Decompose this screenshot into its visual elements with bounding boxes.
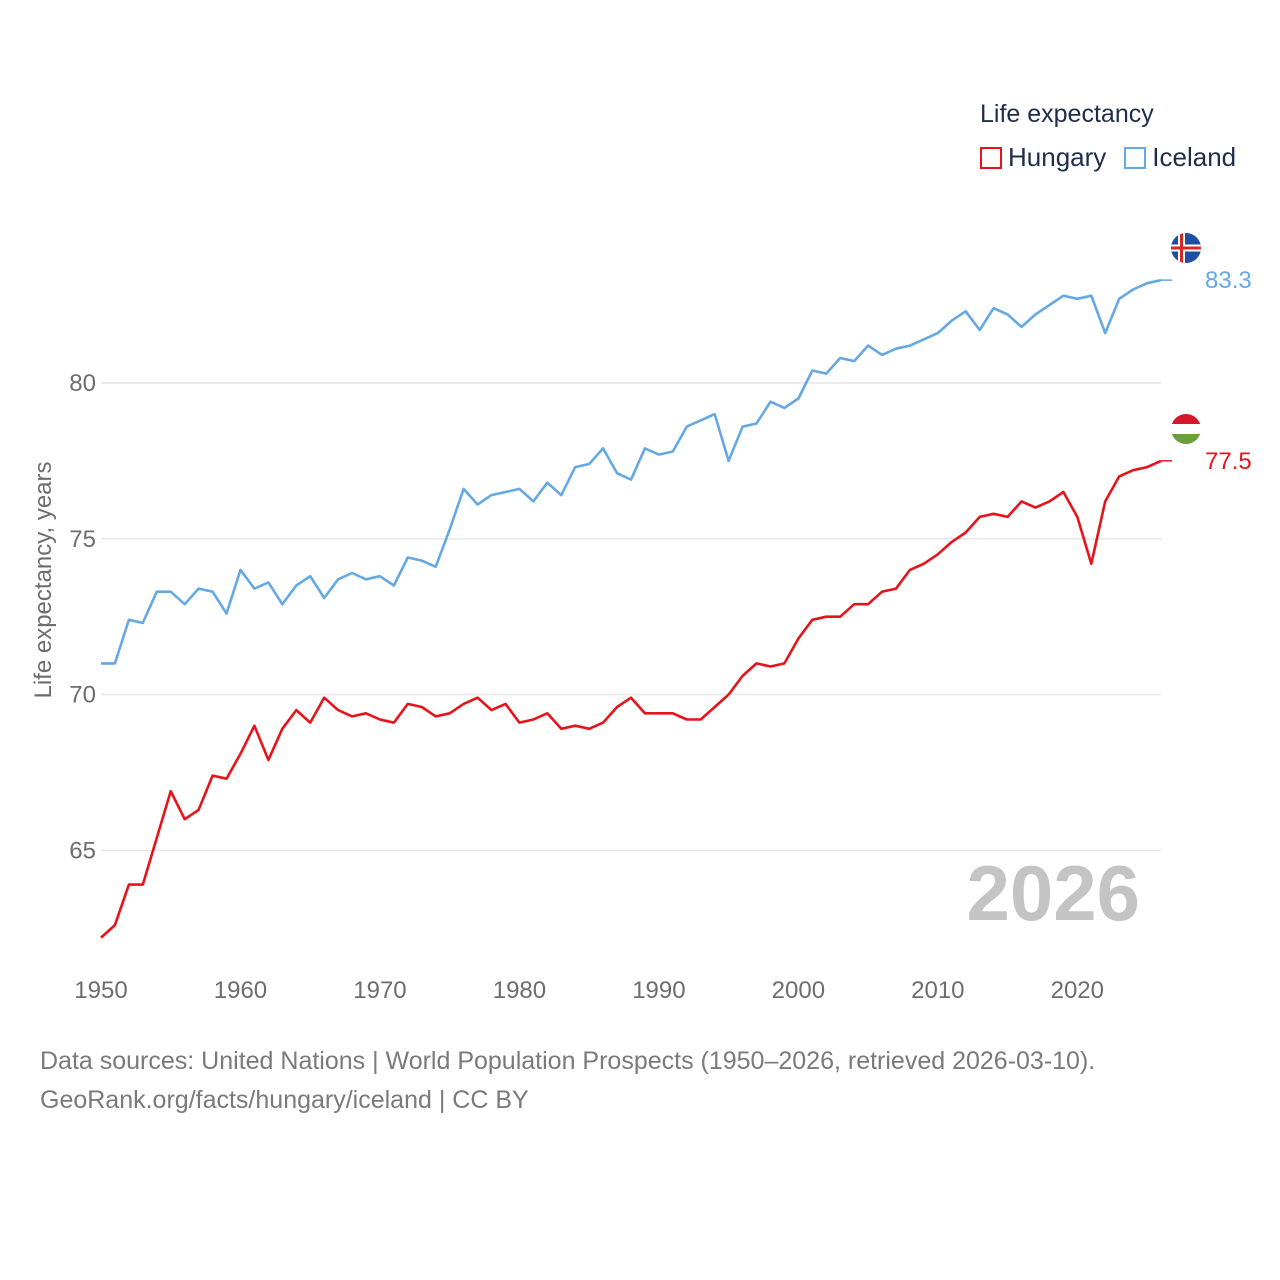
series-line-iceland [101, 278, 1162, 665]
year-label: 2026 [966, 849, 1140, 937]
x-tick-1980: 1980 [493, 977, 546, 1004]
x-tick-1990: 1990 [632, 977, 685, 1004]
y-axis-title: Life expectancy, years [30, 461, 57, 698]
legend-swatch-hungary [980, 146, 1002, 169]
y-tick-65: 65 [69, 837, 96, 864]
x-tick-2010: 2010 [911, 977, 964, 1004]
source-line-1: Data sources: United Nations | World Pop… [40, 1047, 1096, 1075]
legend-item-iceland[interactable]: Iceland [1124, 142, 1236, 173]
series-line-hungary [100, 459, 1162, 939]
iceland-flag-icon [1171, 233, 1201, 263]
end-label-hungary: 77.5 [1205, 448, 1252, 475]
y-tick-75: 75 [69, 526, 96, 553]
x-tick-1970: 1970 [353, 977, 406, 1004]
x-tick-labels: 1950 1960 1970 1980 1990 2000 2010 2020 [74, 977, 1104, 1004]
y-gridlines [101, 382, 1161, 852]
legend-title: Life expectancy [980, 100, 1154, 128]
legend: Hungary Iceland [980, 142, 1254, 173]
hungary-flag-icon [1171, 414, 1201, 444]
legend-label-hungary: Hungary [1008, 142, 1107, 172]
x-tick-1960: 1960 [214, 977, 267, 1004]
data-source-note: Data sources: United Nations | World Pop… [40, 1042, 1095, 1120]
y-tick-80: 80 [69, 370, 96, 397]
series-lines [100, 278, 1172, 939]
life-expectancy-chart: 65 70 75 80 1950 1960 1970 1980 1990 2000 2010 202… [30, 233, 1252, 1004]
legend-label-iceland: Iceland [1152, 142, 1237, 172]
end-value-labels: 77.5 83.3 [1205, 267, 1252, 475]
source-line-2: GeoRank.org/facts/hungary/iceland | CC B… [40, 1086, 529, 1114]
x-tick-2000: 2000 [772, 977, 825, 1004]
y-tick-labels: 65 70 75 80 [69, 370, 96, 864]
end-label-iceland: 83.3 [1205, 267, 1252, 294]
y-tick-70: 70 [69, 682, 96, 709]
x-tick-1950: 1950 [74, 977, 127, 1004]
legend-swatch-iceland [1124, 146, 1147, 169]
legend-item-hungary[interactable]: Hungary [980, 142, 1106, 173]
x-tick-2020: 2020 [1051, 977, 1104, 1004]
